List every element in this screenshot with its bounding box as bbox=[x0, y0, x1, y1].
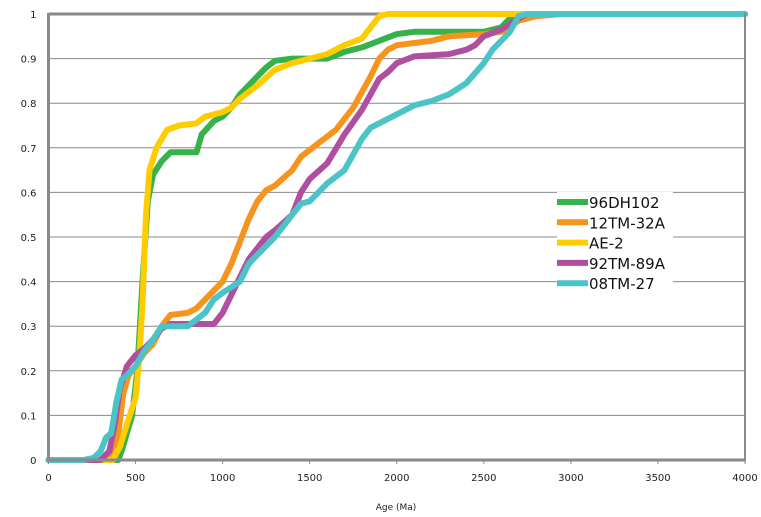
y-tick-label: 0.2 bbox=[21, 367, 37, 378]
y-tick-label: 0.5 bbox=[21, 233, 37, 244]
y-tick-label: 0.3 bbox=[21, 322, 37, 333]
y-tick-label: 1 bbox=[30, 10, 36, 21]
x-tick-label: 0 bbox=[45, 473, 51, 484]
x-tick-label: 1500 bbox=[297, 473, 322, 484]
legend: 96DH102 12TM-32A AE-2 92TM-89A 08TM-27 bbox=[557, 192, 673, 296]
y-tick-label: 0.4 bbox=[21, 278, 37, 289]
x-tick-label: 2000 bbox=[384, 473, 409, 484]
x-tick-label: 1000 bbox=[210, 473, 235, 484]
y-tick-label: 0.9 bbox=[21, 55, 37, 66]
legend-label: 96DH102 bbox=[589, 194, 660, 212]
legend-label: 12TM-32A bbox=[589, 214, 666, 232]
series-lines bbox=[45, 11, 748, 463]
y-tick-label: 0.7 bbox=[21, 144, 37, 155]
x-axis-label: Age (Ma) bbox=[376, 503, 417, 513]
legend-label: 92TM-89A bbox=[589, 255, 666, 273]
y-tick-label: 0.1 bbox=[21, 411, 37, 422]
x-tick-label: 500 bbox=[126, 473, 145, 484]
x-tick-label: 3000 bbox=[558, 473, 583, 484]
y-tick-label: 0.8 bbox=[21, 99, 37, 110]
tick-labels: 0 0.1 0.2 0.3 0.4 0.5 0.6 0.7 0.8 0.9 1 0 500 1000 150… bbox=[21, 10, 758, 484]
x-tick-label: 2500 bbox=[471, 473, 496, 484]
legend-label: 08TM-27 bbox=[589, 275, 655, 293]
y-tick-label: 0 bbox=[30, 456, 36, 467]
axes bbox=[47, 13, 746, 464]
series-line-ae-2 bbox=[45, 11, 748, 463]
y-tick-label: 0.6 bbox=[21, 188, 37, 199]
x-tick-label: 4000 bbox=[732, 473, 757, 484]
x-tick-label: 3500 bbox=[645, 473, 670, 484]
series-line-08tm-27 bbox=[45, 11, 748, 463]
legend-label: AE-2 bbox=[589, 235, 624, 253]
